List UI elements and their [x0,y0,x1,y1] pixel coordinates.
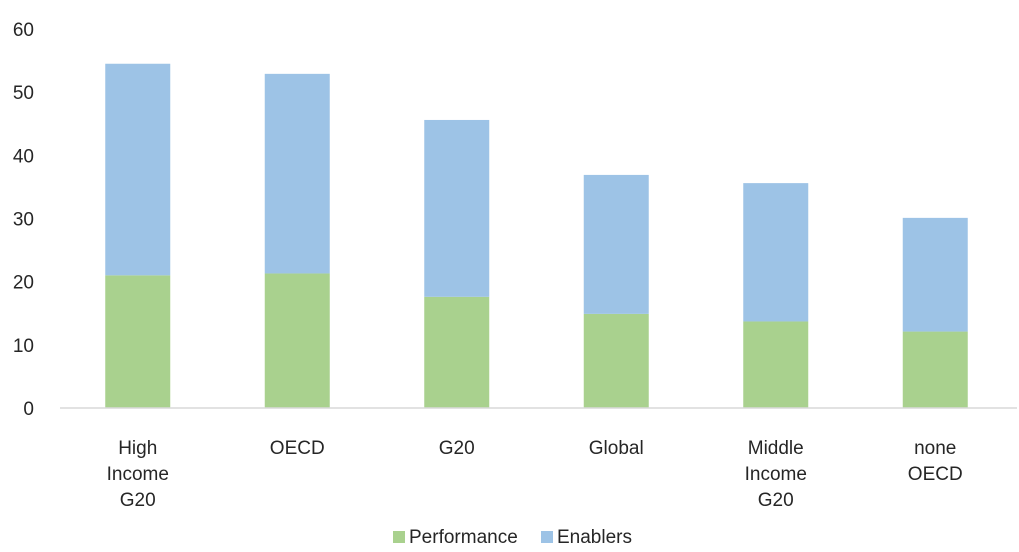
x-category-label: Global [589,438,644,459]
bar-enablers-2 [424,119,490,297]
bar-performance-4 [743,321,809,408]
x-axis: High Income G20 OECD G20 Global Middle Income G2… [107,438,963,511]
bar-enablers-5 [902,217,968,332]
y-tick-label: 40 [13,146,34,167]
legend: Performance Enablers [393,527,632,548]
bar-performance-5 [902,331,968,408]
bar-enablers-3 [583,174,649,314]
x-category-label: OECD [270,438,325,459]
bar-performance-0 [105,275,171,408]
x-category-label: none OECD [908,438,963,485]
y-tick-label: 20 [13,273,34,294]
legend-swatch-performance [393,531,405,543]
bar-enablers-1 [264,73,330,274]
legend-label-enablers: Enablers [557,527,632,548]
y-tick-label: 10 [13,336,34,357]
y-tick-label: 0 [23,399,34,420]
bar-performance-1 [264,273,330,408]
bar-performance-3 [583,313,649,408]
bar-enablers-0 [105,63,171,276]
y-tick-label: 50 [13,83,34,104]
legend-label-performance: Performance [409,527,518,548]
legend-swatch-enablers [541,531,553,543]
bar-enablers-4 [743,183,809,322]
x-category-label: Middle Income G20 [745,438,807,511]
y-tick-label: 60 [13,20,34,41]
bars [105,63,968,408]
y-tick-label: 30 [13,210,34,231]
y-axis: 0 10 20 30 40 50 60 [13,20,34,420]
x-category-label: High Income G20 [107,438,169,511]
bar-performance-2 [424,296,490,408]
x-category-label: G20 [439,438,475,459]
